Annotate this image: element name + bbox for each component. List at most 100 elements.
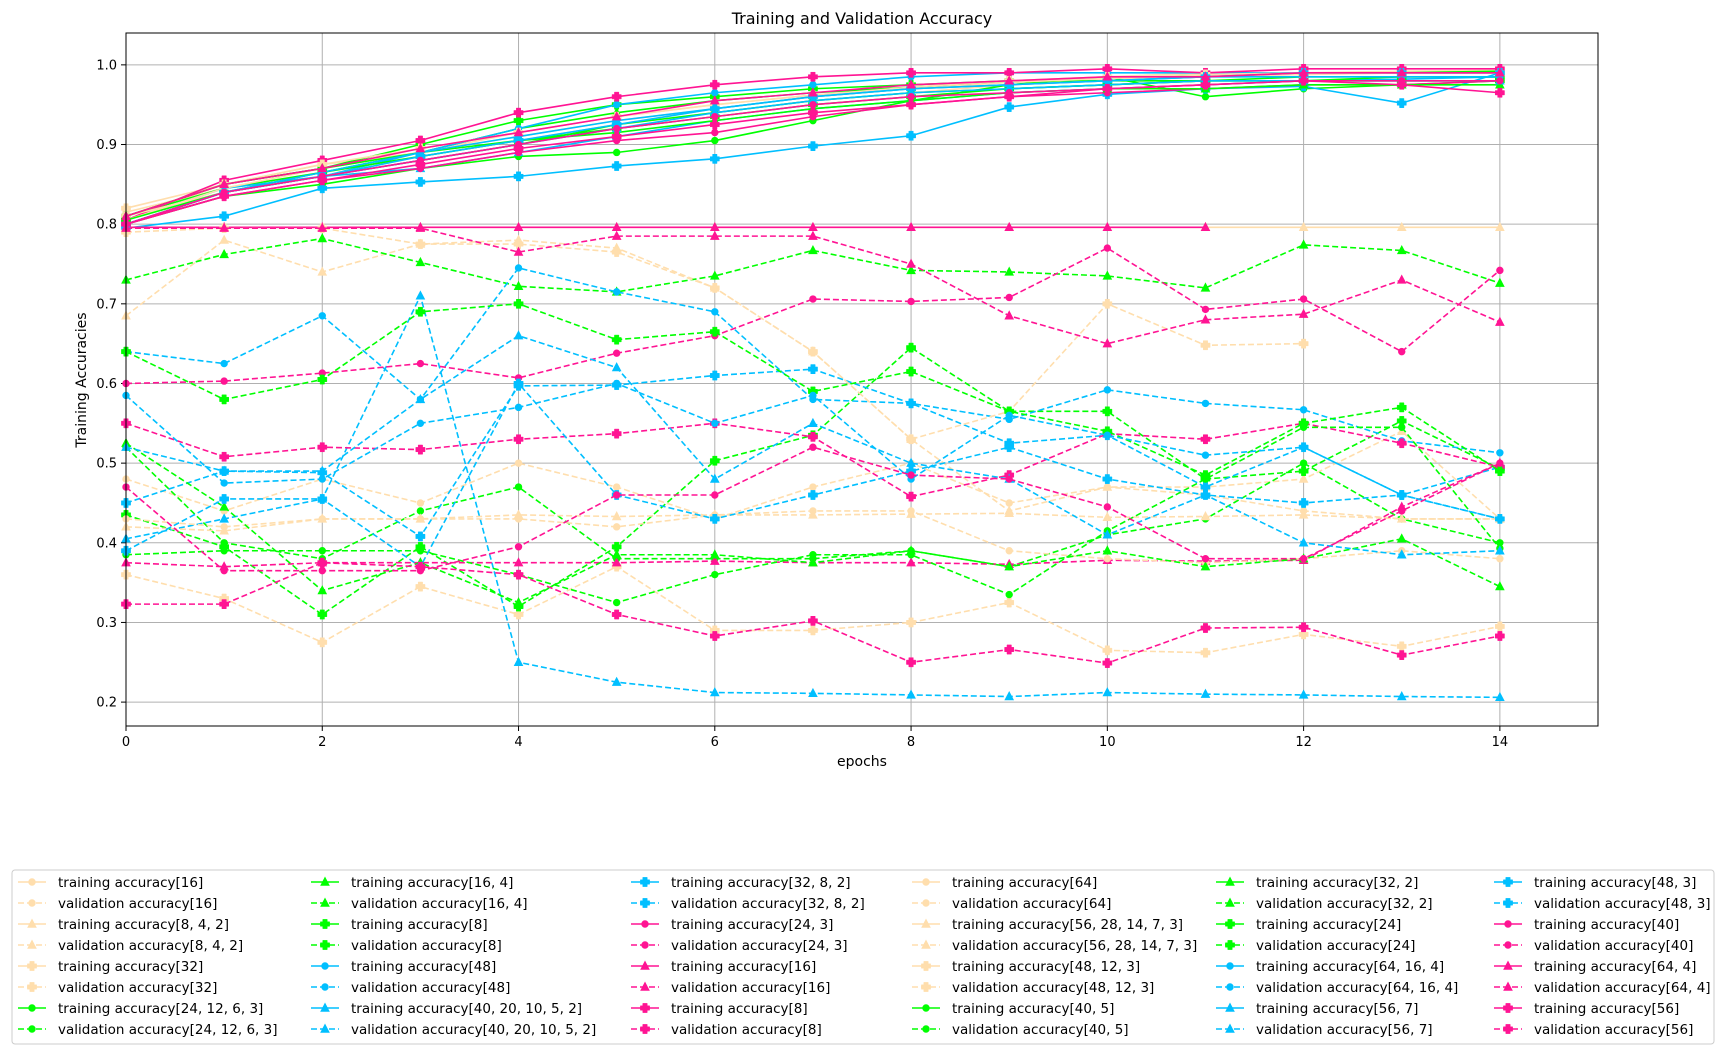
data-point (1396, 438, 1407, 449)
data-point (711, 128, 719, 137)
data-point (317, 222, 328, 232)
data-point (711, 112, 719, 121)
data-point (709, 370, 720, 381)
data-point (611, 549, 622, 559)
data-point (1004, 221, 1015, 232)
data-point (906, 264, 916, 275)
data-point (1102, 511, 1113, 522)
legend-entry: training accuracy[40] (1494, 917, 1679, 933)
data-point (513, 569, 524, 580)
data-point (1102, 83, 1113, 94)
legend-label: training accuracy[32, 2] (1256, 875, 1418, 891)
data-point (906, 657, 916, 668)
data-point (709, 455, 720, 466)
data-point (219, 525, 229, 535)
legend-entry: validation accuracy[40, 5] (912, 1022, 1129, 1038)
data-point (906, 366, 916, 377)
data-point (1298, 418, 1309, 429)
legend-entry: validation accuracy[8] (631, 1022, 822, 1038)
legend-label: validation accuracy[64, 4] (1534, 980, 1711, 996)
legend-label: validation accuracy[24, 12, 6, 3] (58, 1022, 277, 1038)
legend-entry: training accuracy[64, 4] (1494, 959, 1696, 975)
legend-entry: validation accuracy[16] (631, 980, 830, 996)
data-point (709, 283, 720, 293)
data-point (1396, 221, 1407, 232)
series-line (125, 426, 1501, 604)
data-point (1299, 443, 1308, 451)
data-point (808, 221, 818, 232)
data-point (317, 494, 328, 504)
legend-label: validation accuracy[40, 5] (952, 1022, 1129, 1038)
data-point (513, 239, 524, 249)
data-point (1396, 244, 1407, 255)
legend-label: validation accuracy[32, 8, 2] (671, 896, 865, 912)
data-point (1495, 545, 1505, 555)
data-point (906, 689, 916, 699)
data-point (1396, 490, 1407, 500)
data-point (27, 982, 37, 992)
data-point (1503, 960, 1513, 970)
legend-label: training accuracy[48] (351, 959, 496, 975)
data-point (1496, 555, 1504, 563)
data-point (219, 178, 229, 189)
data-point (1298, 239, 1309, 249)
data-point (28, 878, 36, 886)
legend-label: training accuracy[56] (1534, 1001, 1679, 1017)
data-point (28, 899, 36, 907)
legend-entry: training accuracy[32, 2] (1216, 875, 1418, 891)
data-point (612, 100, 621, 109)
data-point (513, 330, 524, 340)
data-point (317, 513, 328, 523)
data-point (1503, 898, 1513, 908)
data-point (1103, 386, 1112, 394)
data-point (641, 941, 649, 949)
data-point (611, 609, 622, 620)
data-point (317, 233, 328, 243)
data-point (1503, 1024, 1513, 1034)
data-point (220, 359, 228, 368)
data-point (1298, 509, 1309, 519)
data-point (1102, 71, 1113, 81)
data-point (709, 326, 720, 337)
data-point (906, 491, 916, 502)
data-point (1495, 631, 1505, 641)
data-point (906, 221, 916, 232)
legend-label: validation accuracy[48, 12, 3] (952, 980, 1154, 996)
data-point (513, 509, 524, 519)
legend-label: training accuracy[64, 4] (1534, 959, 1696, 975)
data-point (317, 266, 328, 276)
data-point (906, 67, 916, 78)
data-point (1004, 644, 1015, 655)
data-point (513, 143, 524, 154)
data-point (1200, 79, 1211, 90)
data-point (514, 543, 523, 551)
data-point (1298, 221, 1309, 232)
data-point (921, 982, 931, 992)
legend-label: training accuracy[24, 12, 6, 3] (58, 1001, 263, 1017)
data-point (906, 557, 916, 567)
legend-entry: training accuracy[56, 28, 14, 7, 3] (912, 917, 1183, 933)
legend-entry: validation accuracy[8, 4, 2] (18, 938, 243, 954)
data-point (809, 551, 817, 559)
data-point (1299, 459, 1308, 467)
data-point (808, 616, 818, 626)
data-point (640, 1003, 650, 1013)
series-line (125, 247, 1501, 385)
data-point (1503, 877, 1513, 887)
series-45 (121, 222, 1505, 348)
data-point (1396, 641, 1407, 652)
data-point (1200, 511, 1211, 521)
data-point (415, 143, 426, 153)
legend-entry: training accuracy[40, 5] (912, 1001, 1114, 1017)
x-tick-label: 12 (1295, 735, 1312, 750)
series-3 (121, 234, 1505, 523)
data-point (906, 398, 916, 409)
series-27 (121, 507, 1505, 535)
legend-label: validation accuracy[64, 16, 4] (1256, 980, 1458, 996)
data-point (1298, 308, 1309, 318)
legend-label: validation accuracy[56, 7] (1256, 1022, 1433, 1038)
data-point (1299, 555, 1308, 563)
data-point (27, 939, 37, 949)
plot-frame (125, 32, 1599, 727)
data-point (906, 342, 916, 353)
